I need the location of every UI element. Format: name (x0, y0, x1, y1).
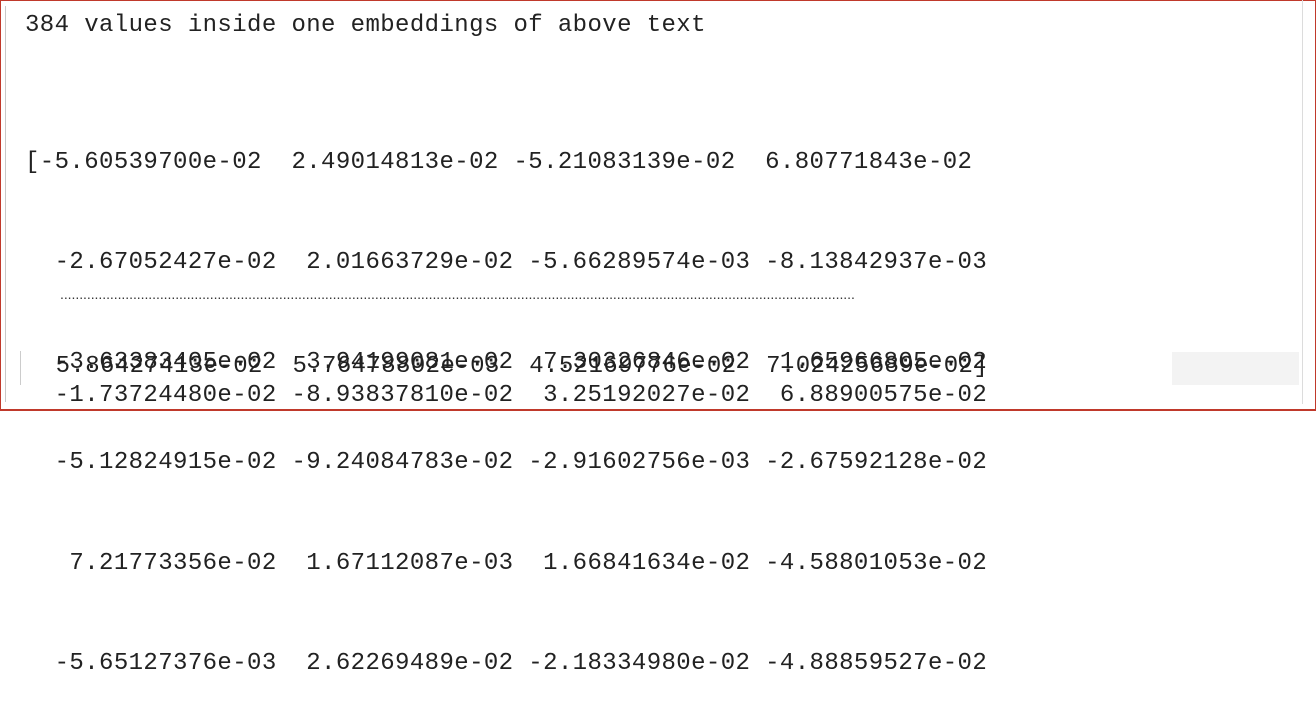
embedding-tail: -1.73724480e-02 -8.93837810e-02 3.251920… (25, 312, 987, 446)
embedding-row: 7.21773356e-02 1.67112087e-03 1.66841634… (25, 549, 988, 577)
selected-output-line[interactable]: 5.86427413e-02 5.76478802e-03 4.52169776… (20, 351, 1301, 385)
embedding-row: -3.63383405e-02 3.94199081e-02 7.3032684… (25, 349, 988, 377)
ellipsis-separator: ........................................… (60, 286, 855, 302)
embedding-row: [-5.60539700e-02 2.49014813e-02 -5.21083… (25, 148, 973, 176)
embedding-row: -2.67052427e-02 2.01663729e-02 -5.662895… (25, 249, 988, 277)
embedding-row: -1.73724480e-02 -8.93837810e-02 3.251920… (25, 381, 988, 409)
output-heading: 384 values inside one embeddings of abov… (25, 12, 706, 39)
embedding-row: -5.65127376e-03 2.62269489e-02 -2.183349… (25, 649, 988, 677)
line-highlight (1172, 352, 1299, 385)
embedding-row: -5.12824915e-02 -9.24084783e-02 -2.91602… (25, 449, 988, 477)
embedding-row-last: 5.86427413e-02 5.76478802e-03 4.52169776… (26, 353, 989, 380)
right-gutter-line (1302, 0, 1303, 404)
left-gutter-line (5, 6, 6, 402)
